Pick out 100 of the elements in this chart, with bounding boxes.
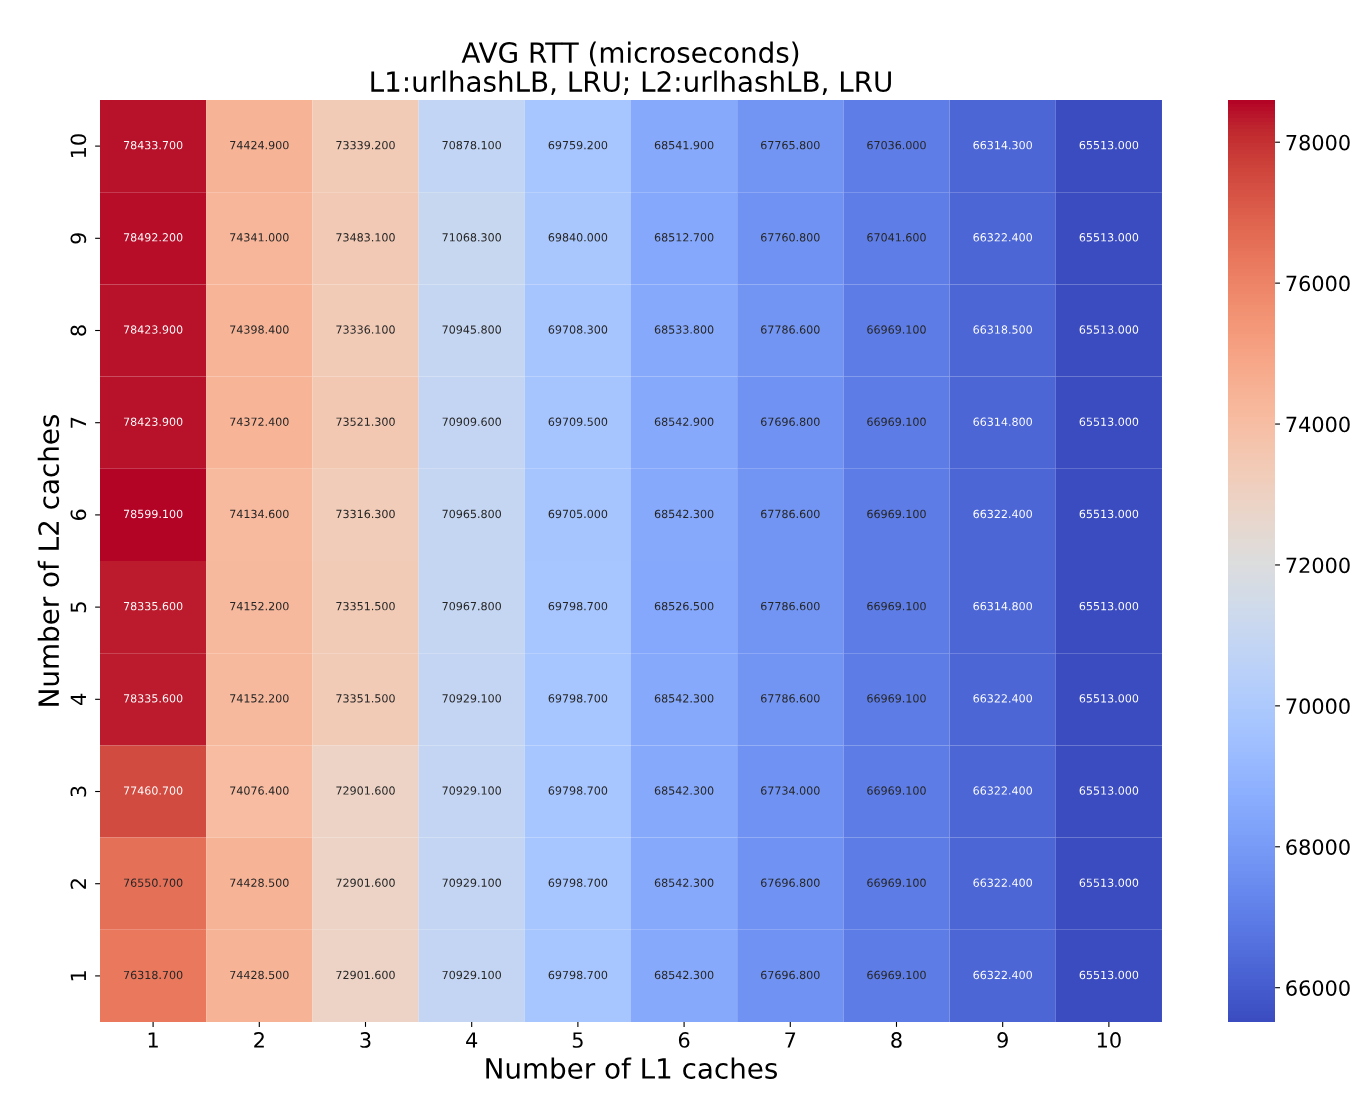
y-tick-label: 3 xyxy=(70,786,87,797)
data-label: 78335.600 xyxy=(123,601,183,611)
data-label: 70878.100 xyxy=(442,140,501,150)
data-label: 69759.200 xyxy=(548,140,608,150)
data-label: 66969.100 xyxy=(867,786,926,795)
data-label: 68542.300 xyxy=(654,786,714,795)
data-label: 66314.300 xyxy=(973,140,1032,150)
data-label: 74428.500 xyxy=(230,878,289,887)
data-label: 68542.900 xyxy=(654,417,714,426)
data-label: 74152.200 xyxy=(230,694,289,703)
data-label: 74134.600 xyxy=(230,509,289,519)
data-label: 67765.800 xyxy=(761,140,820,150)
data-label: 67786.600 xyxy=(761,325,820,334)
data-label: 78599.100 xyxy=(123,509,183,519)
data-label: 73336.100 xyxy=(336,325,395,334)
y-axis-title: Number of L2 caches xyxy=(37,415,60,706)
color-bar-label: 78000 xyxy=(1286,134,1350,151)
data-label: 67696.800 xyxy=(761,878,820,887)
data-label: 67696.800 xyxy=(761,417,820,426)
y-tick-label: 5 xyxy=(70,602,87,613)
data-label: 70909.600 xyxy=(442,417,501,426)
data-label: 68526.500 xyxy=(654,601,714,611)
data-label: 69705.000 xyxy=(548,509,608,519)
y-tick-label: 7 xyxy=(70,417,86,428)
x-tick-label: 9 xyxy=(997,1032,1008,1048)
data-label: 69798.700 xyxy=(548,786,608,795)
y-tick-label: 1 xyxy=(70,971,86,981)
data-label: 76550.700 xyxy=(123,878,183,887)
data-label: 70929.100 xyxy=(442,694,501,703)
x-tick-label: 3 xyxy=(360,1032,371,1048)
color-bar-label: 76000 xyxy=(1286,275,1350,292)
x-tick-label: 1 xyxy=(148,1032,158,1048)
y-tick-label: 8 xyxy=(70,325,87,336)
y-tick-label: 2 xyxy=(70,879,86,889)
data-label: 66969.100 xyxy=(867,878,926,887)
data-label: 69709.500 xyxy=(548,417,608,426)
data-label: 73351.500 xyxy=(336,601,395,611)
data-label: 72901.600 xyxy=(336,786,395,795)
x-tick-label: 2 xyxy=(254,1032,264,1048)
data-label: 69840.000 xyxy=(548,233,608,242)
color-bar-label: 70000 xyxy=(1286,698,1350,715)
data-label: 66318.500 xyxy=(973,325,1032,334)
y-tick-label: 9 xyxy=(70,233,87,244)
x-tick-label: 5 xyxy=(572,1032,583,1048)
data-label: 68542.300 xyxy=(654,970,714,980)
data-label: 66322.400 xyxy=(973,694,1032,703)
data-label: 66969.100 xyxy=(867,970,926,980)
data-label: 74152.200 xyxy=(230,601,289,611)
data-label: 68542.300 xyxy=(654,509,714,519)
color-bar-label: 72000 xyxy=(1286,557,1350,574)
data-label: 65513.000 xyxy=(1079,140,1139,150)
data-label: 74076.400 xyxy=(230,786,289,795)
data-label: 68541.900 xyxy=(654,140,714,150)
chart-title: AVG RTT (microseconds) L1:urlhashLB, LRU; L2:urlhashLB, LRU xyxy=(371,41,891,95)
color-bar-label: 68000 xyxy=(1286,839,1350,855)
data-label: 67734.000 xyxy=(761,786,820,795)
data-label: 68542.300 xyxy=(654,694,714,703)
data-label: 65513.000 xyxy=(1079,878,1139,887)
data-label: 67786.600 xyxy=(761,509,820,519)
data-label: 65513.000 xyxy=(1079,601,1139,611)
data-label: 78433.700 xyxy=(123,140,183,150)
data-label: 68512.700 xyxy=(654,233,714,242)
data-label: 74424.900 xyxy=(230,140,289,150)
data-label: 70929.100 xyxy=(442,878,501,887)
x-tick-label: 4 xyxy=(466,1032,478,1048)
data-label: 67041.600 xyxy=(867,233,926,242)
data-label: 66322.400 xyxy=(973,509,1032,519)
data-label: 69798.700 xyxy=(548,601,608,611)
data-label: 70967.800 xyxy=(442,601,501,611)
x-tick-label: 8 xyxy=(891,1032,902,1048)
data-label: 66969.100 xyxy=(867,509,926,519)
data-label: 66322.400 xyxy=(973,233,1032,242)
data-label: 67786.600 xyxy=(761,601,820,611)
y-tick-label: 4 xyxy=(70,693,86,705)
data-label: 73316.300 xyxy=(336,509,395,519)
data-label: 66969.100 xyxy=(867,417,926,426)
data-label: 73483.100 xyxy=(336,233,395,242)
data-label: 66969.100 xyxy=(867,694,926,703)
data-label: 67760.800 xyxy=(761,233,820,242)
data-label: 69798.700 xyxy=(548,878,608,887)
data-label: 73339.200 xyxy=(336,140,395,150)
data-label: 67786.600 xyxy=(761,694,820,703)
data-label: 65513.000 xyxy=(1079,509,1139,519)
data-label: 65513.000 xyxy=(1079,786,1139,795)
x-axis-title: Number of L1 caches xyxy=(486,1057,777,1079)
data-label: 69798.700 xyxy=(548,970,608,980)
data-label: 69708.300 xyxy=(548,325,608,334)
data-label: 71068.300 xyxy=(442,233,501,242)
data-label: 65513.000 xyxy=(1079,417,1139,426)
data-label: 76318.700 xyxy=(123,970,183,980)
data-label: 66969.100 xyxy=(867,601,926,611)
color-bar-label: 66000 xyxy=(1286,980,1350,996)
data-label: 66322.400 xyxy=(973,878,1032,887)
data-label: 74341.000 xyxy=(230,233,289,242)
data-label: 77460.700 xyxy=(123,786,183,795)
data-label: 70929.100 xyxy=(442,970,501,980)
x-tick-label: 10 xyxy=(1097,1032,1121,1048)
data-label: 78492.200 xyxy=(123,233,183,242)
data-label: 65513.000 xyxy=(1079,694,1139,703)
data-label: 68542.300 xyxy=(654,878,714,887)
